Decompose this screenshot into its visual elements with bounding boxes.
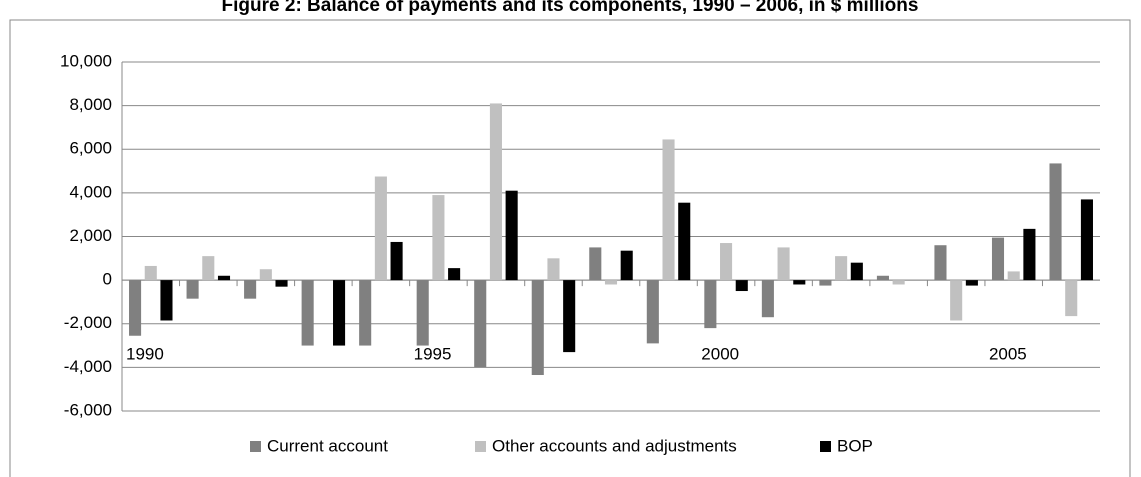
bar	[563, 280, 576, 353]
bar	[604, 280, 618, 285]
bar	[589, 247, 602, 281]
chart-frame	[9, 19, 1131, 477]
bar	[390, 241, 403, 281]
bar	[965, 280, 978, 286]
bar	[333, 280, 346, 346]
bar	[547, 258, 560, 281]
legend-swatch	[475, 441, 486, 452]
bar	[835, 256, 848, 281]
bar	[678, 202, 691, 281]
bar	[374, 176, 387, 281]
bar	[735, 280, 748, 292]
legend-label: BOP	[837, 436, 873, 455]
bar	[359, 280, 372, 346]
bar	[217, 275, 231, 281]
bar	[1080, 199, 1093, 281]
bar	[144, 265, 157, 281]
bar	[531, 280, 544, 376]
bar	[662, 139, 675, 281]
y-tick-label: 10,000	[60, 51, 112, 70]
bar	[186, 280, 199, 299]
y-tick-label: -4,000	[64, 357, 112, 376]
bar	[129, 280, 142, 336]
x-tick-label: 1990	[126, 344, 164, 363]
bar	[1065, 280, 1078, 317]
bar	[934, 245, 947, 281]
x-tick-label: 2000	[701, 344, 739, 363]
bar	[505, 190, 518, 281]
bar	[646, 280, 659, 344]
bar	[793, 280, 806, 285]
y-tick-label: 8,000	[69, 95, 112, 114]
legend-label: Current account	[267, 436, 388, 455]
y-tick-label: 4,000	[69, 182, 112, 201]
bar	[720, 243, 733, 281]
x-tick-label: 1995	[414, 344, 452, 363]
y-tick-label: -6,000	[64, 400, 112, 419]
bar	[448, 268, 461, 281]
bar	[1049, 163, 1062, 281]
bar	[275, 280, 288, 287]
bar	[704, 280, 717, 329]
legend-swatch	[820, 441, 831, 452]
bar	[876, 275, 889, 281]
bar	[850, 262, 863, 281]
bar	[892, 280, 905, 285]
y-tick-label: 6,000	[69, 139, 112, 158]
bar	[160, 280, 173, 321]
legend-label: Other accounts and adjustments	[492, 436, 737, 455]
bar	[819, 280, 832, 286]
y-tick-label: 0	[103, 270, 112, 289]
chart-title: Figure 2: Balance of payments and its co…	[222, 0, 919, 16]
bar	[416, 280, 429, 346]
bar	[259, 269, 272, 281]
bar	[474, 280, 487, 368]
bar	[761, 280, 774, 318]
bar	[1023, 228, 1036, 281]
y-tick-label: -2,000	[64, 313, 112, 332]
bar	[301, 280, 314, 346]
bar	[620, 250, 633, 281]
y-tick-label: 2,000	[69, 226, 112, 245]
bar	[991, 237, 1005, 281]
bar	[244, 280, 257, 299]
bar	[950, 280, 963, 321]
bar	[777, 247, 790, 281]
bar	[202, 256, 215, 281]
x-tick-label: 2005	[989, 344, 1027, 363]
bar	[1007, 271, 1020, 281]
legend-swatch	[250, 441, 261, 452]
bar	[432, 195, 445, 281]
bar	[489, 103, 502, 281]
